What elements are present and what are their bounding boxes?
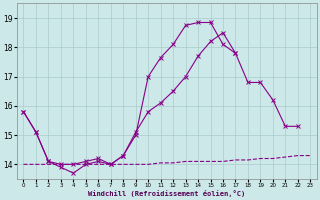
X-axis label: Windchill (Refroidissement éolien,°C): Windchill (Refroidissement éolien,°C) [88,190,245,197]
